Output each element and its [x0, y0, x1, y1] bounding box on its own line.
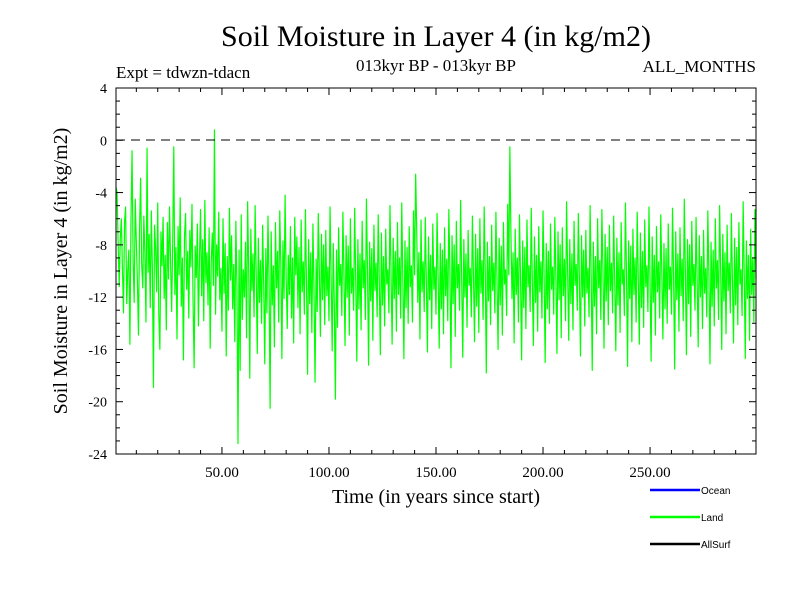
y-tick-label: -16 — [88, 343, 107, 358]
legend: Ocean Land AllSurf — [650, 486, 731, 551]
chart-title: Soil Moisture in Layer 4 (in kg/m2) — [221, 20, 651, 53]
experiment-label: Expt = tdwzn-tdacn — [116, 63, 251, 82]
y-axis: 4 0 -4 -8 -12 -16 -20 -24 — [88, 82, 756, 463]
x-tick-label: 250.00 — [629, 465, 670, 481]
y-tick-label: -12 — [88, 291, 107, 306]
x-axis-label: Time (in years since start) — [332, 486, 540, 508]
legend-label-allsurf: AllSurf — [701, 540, 731, 551]
legend-label-land: Land — [701, 513, 723, 524]
y-tick-label: -4 — [95, 187, 107, 202]
x-axis: 50.00 100.00 150.00 200.00 250.00 — [135, 88, 737, 481]
y-tick-label: -20 — [88, 396, 107, 411]
x-tick-label: 150.00 — [415, 465, 456, 481]
legend-label-ocean: Ocean — [701, 486, 730, 497]
x-tick-label: 50.00 — [205, 465, 239, 481]
x-tick-label: 100.00 — [308, 465, 349, 481]
x-tick-label: 200.00 — [522, 465, 563, 481]
months-label: ALL_MONTHS — [643, 57, 756, 76]
period-label: 013kyr BP - 013kyr BP — [356, 56, 516, 75]
y-axis-label: Soil Moisture in Layer 4 (in kg/m2) — [50, 128, 72, 415]
y-tick-label: -8 — [95, 239, 107, 254]
series-line-land — [115, 129, 757, 445]
y-tick-label: -24 — [88, 448, 107, 463]
y-tick-label: 4 — [100, 82, 107, 97]
series-layer — [115, 129, 757, 445]
y-tick-label: 0 — [100, 134, 107, 149]
